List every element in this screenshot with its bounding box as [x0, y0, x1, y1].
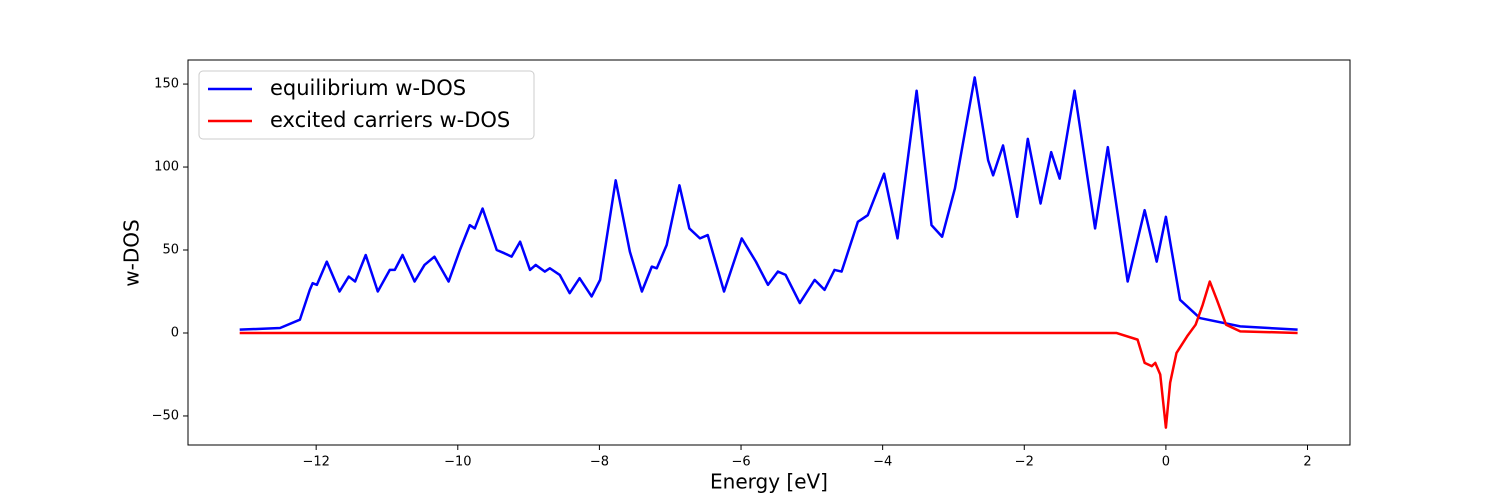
- legend-label: excited carriers w-DOS: [270, 108, 510, 132]
- x-tick-label: −8: [590, 455, 609, 470]
- series-line: [239, 76, 1298, 331]
- x-tick-label: −2: [1015, 455, 1034, 470]
- legend-box: [198, 70, 535, 140]
- y-axis-label: w-DOS: [120, 219, 144, 286]
- series-line: [239, 280, 1298, 429]
- axes-frame: [187, 59, 1351, 446]
- x-tick-label: 2: [1303, 455, 1311, 470]
- y-tick-label: 50: [162, 243, 179, 258]
- x-tick-label: −12: [302, 455, 329, 470]
- x-axis-label: Energy [eV]: [710, 470, 828, 494]
- legend-label: equilibrium w-DOS: [270, 76, 466, 100]
- x-tick-label: 0: [1162, 455, 1170, 470]
- y-tick-label: 0: [171, 325, 179, 340]
- x-tick-label: −4: [873, 455, 892, 470]
- y-tick-label: 150: [154, 77, 179, 92]
- x-tick-label: −10: [444, 455, 471, 470]
- y-tick-label: 100: [154, 160, 179, 175]
- y-tick-label: −50: [152, 408, 179, 423]
- x-tick-label: −6: [731, 455, 750, 470]
